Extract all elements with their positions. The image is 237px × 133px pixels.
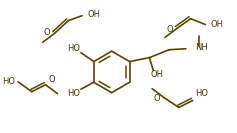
Text: OH: OH [210, 20, 223, 29]
Text: O: O [153, 94, 160, 103]
Text: OH: OH [87, 10, 100, 19]
Text: NH: NH [195, 43, 208, 52]
Text: HO: HO [2, 77, 15, 86]
Text: O: O [166, 25, 173, 34]
Text: HO: HO [67, 89, 80, 98]
Text: HO: HO [67, 44, 80, 53]
Text: O: O [44, 28, 50, 37]
Text: O: O [49, 75, 55, 84]
Text: OH: OH [151, 70, 164, 79]
Text: HO: HO [196, 89, 209, 98]
